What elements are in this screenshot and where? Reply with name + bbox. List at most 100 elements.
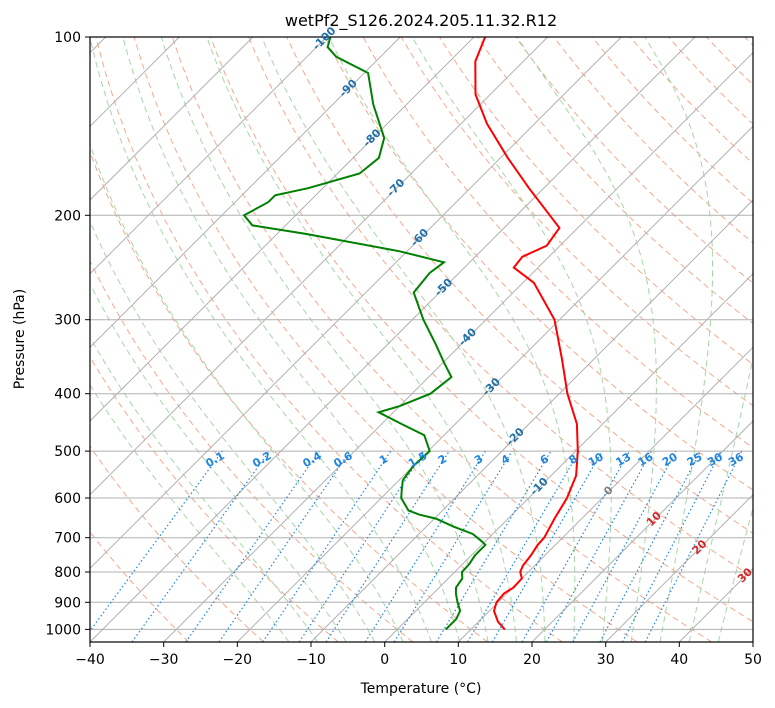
dry-adiabat	[591, 37, 753, 204]
y-axis-label: Pressure (hPa)	[12, 289, 28, 389]
mixing-ratio-line	[90, 450, 223, 632]
x-tick-label: 0	[380, 652, 389, 668]
x-tick-label: −20	[223, 652, 253, 668]
dry-adiabat-label: -70	[384, 176, 407, 199]
mixing-ratio-label: 20	[660, 450, 680, 469]
y-tick-label: 700	[54, 531, 81, 547]
isotherm-line	[90, 37, 254, 201]
moist-adiabat	[90, 220, 376, 642]
x-tick-label: −30	[149, 652, 179, 668]
mixing-ratio-line	[599, 450, 702, 642]
dry-adiabat	[90, 445, 264, 642]
dry-adiabat	[706, 37, 753, 86]
mixing-ratio-line	[466, 450, 580, 642]
dry-adiabat-label: -50	[432, 276, 455, 299]
dry-adiabat	[90, 259, 414, 642]
y-tick-label: 800	[54, 565, 81, 581]
dry-adiabat	[744, 37, 753, 47]
dry-adiabat-label: 10	[644, 509, 664, 529]
mixing-ratio-line	[435, 450, 552, 642]
dry-adiabat-label: 0	[601, 483, 616, 498]
y-tick-label: 400	[54, 387, 81, 403]
dry-adiabat-label: -10	[528, 475, 551, 498]
mixing-ratio-label: 0.6	[331, 449, 355, 470]
dry-adiabat-label: -90	[337, 76, 360, 99]
moist-adiabat	[90, 37, 432, 642]
isotherm-line	[310, 199, 753, 642]
dry-adiabat	[95, 37, 563, 642]
mixing-ratio-label: 2	[436, 452, 449, 467]
mixing-ratio-line	[218, 450, 351, 642]
isotherm-line	[605, 493, 753, 642]
mixing-ratio-label: 1	[377, 452, 390, 467]
moist-adiabat	[90, 142, 404, 642]
dry-adiabat	[668, 37, 753, 125]
isopleth-labels: 0.1 0.2 0.4 0.6 1 1.5 2 3 4 6 8 10 13 16 20 25 30 36-100-…	[203, 24, 755, 585]
isotherm-line	[163, 51, 753, 642]
moist-adiabat	[90, 282, 347, 642]
moist-adiabat	[206, 37, 517, 642]
moist-adiabat	[122, 37, 461, 642]
dry-adiabat-label: 20	[690, 537, 710, 557]
dry-adiabat	[90, 356, 339, 642]
dry-adiabat-label: -30	[480, 375, 503, 398]
mixing-ratio-line	[521, 450, 631, 642]
isotherm-line	[236, 125, 753, 642]
mixing-ratio-label: 0.4	[300, 449, 324, 470]
isotherm-line	[90, 37, 696, 642]
x-tick-label: 40	[670, 652, 688, 668]
moist-adiabat	[688, 355, 753, 642]
y-tick-label: 600	[54, 491, 81, 507]
mixing-ratio-line	[298, 450, 425, 642]
y-tick-label: 100	[54, 30, 81, 46]
x-tick-label: −40	[75, 652, 105, 668]
dry-adiabat	[286, 37, 753, 534]
isotherm-line	[90, 37, 622, 570]
dry-adiabat-label: -20	[504, 425, 527, 448]
x-tick-label: 20	[523, 652, 541, 668]
x-tick-label: 10	[449, 652, 467, 668]
x-tick-label: −10	[296, 652, 326, 668]
moist-adiabat	[644, 37, 713, 642]
mixing-ratio-label: 1.5	[406, 449, 429, 470]
dry-adiabat-label: -60	[408, 226, 431, 249]
mixing-ratio-label: 10	[586, 450, 606, 469]
mixing-ratio-label: 0.1	[203, 449, 226, 470]
mixing-ratio-label: 13	[613, 450, 633, 469]
y-tick-label: 300	[54, 313, 81, 329]
isotherm-line	[384, 272, 753, 642]
moist-adiabat	[261, 37, 546, 642]
mixing-ratio-line	[325, 450, 450, 642]
moist-adiabat	[90, 336, 319, 642]
dry-adiabat	[133, 37, 638, 642]
dry-adiabat-label: -80	[360, 126, 383, 149]
mixing-ratio-line	[491, 450, 603, 642]
x-tick-label: 50	[744, 652, 762, 668]
mixing-ratio-line	[185, 450, 320, 642]
isotherm-line	[90, 37, 401, 349]
isotherm-line	[531, 420, 753, 642]
mixing-ratio-line	[572, 450, 677, 642]
x-axis-label: Temperature (°C)	[360, 681, 482, 697]
mixing-ratio-line	[364, 450, 486, 642]
dry-adiabat-label: 30	[735, 565, 755, 585]
dewpoint-profile	[242, 37, 487, 631]
mixing-ratio-label: 0.2	[250, 449, 273, 470]
dry-adiabat	[515, 37, 753, 284]
mixing-ratio-label: 3	[472, 452, 485, 467]
moist-adiabat	[516, 37, 657, 642]
plot-area	[90, 37, 753, 642]
y-tick-label: 1000	[45, 622, 81, 638]
moist-adiabat	[717, 506, 753, 642]
y-tick-label: 200	[54, 208, 81, 224]
isotherm-line	[752, 641, 753, 642]
mixing-ratio-line	[545, 450, 653, 642]
x-tick-label: 30	[597, 652, 615, 668]
dry-adiabat	[90, 150, 488, 642]
isotherm-line	[90, 37, 549, 496]
chart-title: wetPf2_S126.2024.205.11.32.R12	[285, 11, 557, 31]
y-tick-label: 900	[54, 595, 81, 611]
dry-adiabat	[477, 37, 753, 325]
isotherm-line	[90, 37, 475, 422]
mixing-ratio-line	[393, 450, 513, 642]
